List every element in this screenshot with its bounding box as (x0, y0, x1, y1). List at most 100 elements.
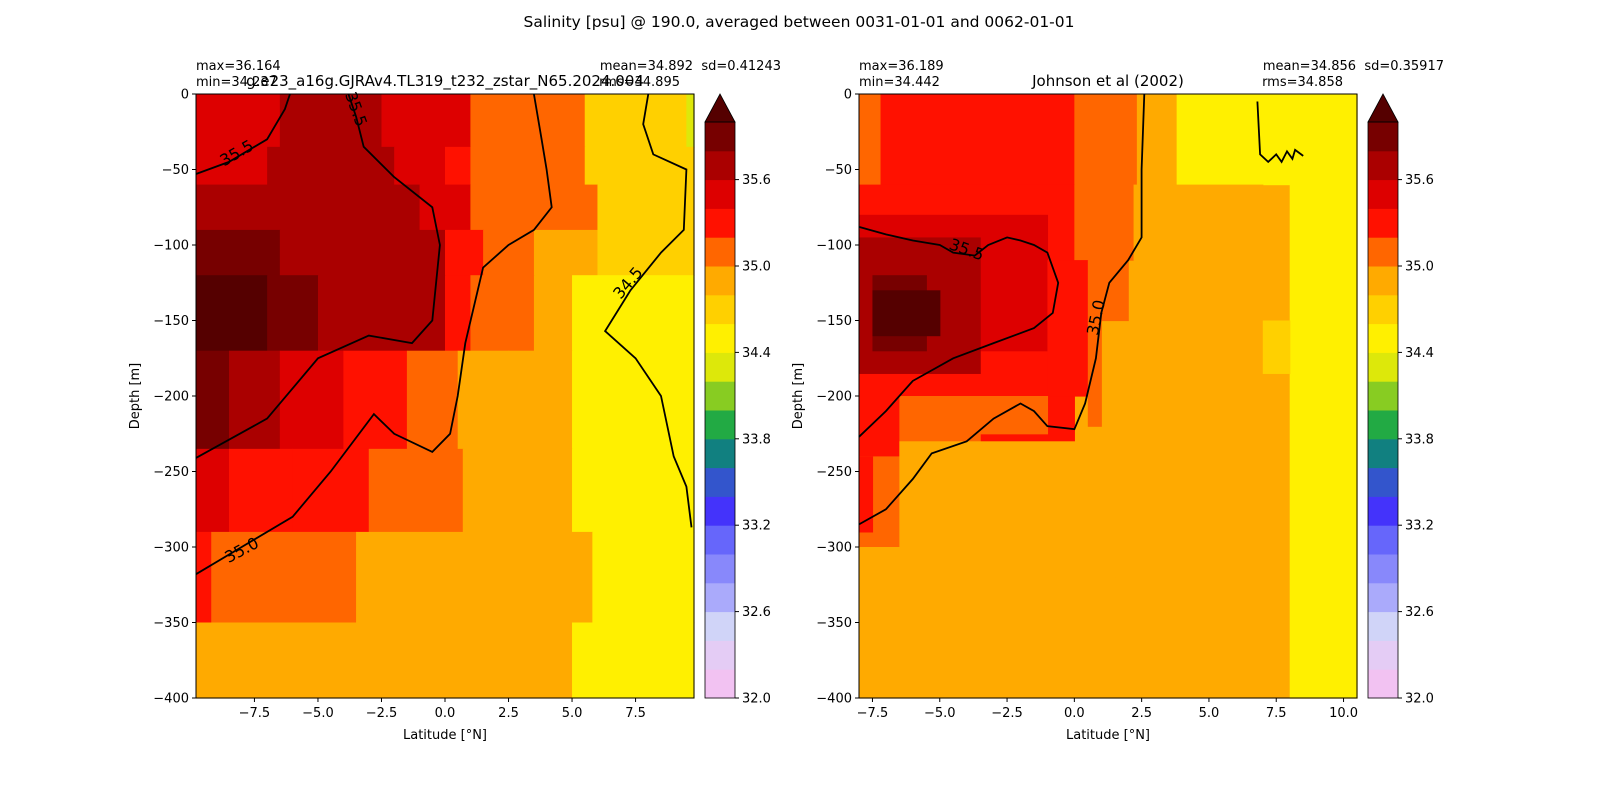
colorbar-segment (1368, 410, 1398, 440)
heatmap-cell (368, 184, 421, 231)
colorbar-segment (1368, 122, 1398, 152)
contour-line (1256, 101, 1304, 164)
colorbar-segment (705, 669, 735, 699)
x-tick-label: 7.5 (1266, 706, 1287, 721)
y-tick-label: −50 (162, 163, 189, 178)
colorbar-tick-label: 33.8 (1405, 432, 1434, 447)
colorbar-frame (1367, 121, 1399, 699)
colorbar-segment (705, 438, 735, 469)
colorbar-extend-arrow (704, 93, 736, 123)
colorbar-tick-label: 35.0 (742, 260, 771, 275)
heatmap-cell (597, 229, 695, 276)
x-tick-label: 2.5 (498, 706, 519, 721)
panel-title: g.e23_a16g.GJRAv4.TL319_t232_zstar_N65.2… (246, 72, 644, 91)
contour-line (603, 93, 693, 528)
heatmap-cell (196, 229, 281, 276)
y-axis-label: Depth [m] (791, 363, 806, 430)
heatmap-cell (572, 448, 695, 533)
heatmap-cell (196, 350, 230, 450)
y-tick-label: −300 (153, 541, 189, 556)
colorbar-segment (1368, 237, 1398, 267)
colorbar-segment (705, 323, 735, 353)
stats-min: min=34.442 (859, 75, 940, 90)
stats-mean-sd: mean=34.856 sd=0.35917 (1263, 59, 1444, 74)
colorbar: 32.0 32.6 33.2 33.8 34.4 35.0 35.6 (704, 93, 771, 707)
heatmap-cell (457, 350, 510, 450)
heatmap-cell (1047, 260, 1089, 397)
heatmap-cell (584, 146, 649, 186)
heatmap-cell (445, 275, 472, 352)
y-tick-label: −400 (153, 692, 189, 707)
x-tick-label: 5.0 (1199, 706, 1220, 721)
heatmap-cell (686, 94, 695, 148)
colorbar-segment (705, 122, 735, 152)
heatmap-cell (1087, 260, 1102, 427)
x-tick-label: 0.0 (435, 706, 456, 721)
colorbar-segment (1368, 525, 1398, 555)
heatmap-cell (196, 275, 268, 352)
x-tick-label: 2.5 (1131, 706, 1152, 721)
y-tick-label: −350 (816, 616, 852, 631)
colorbar-segment (1368, 669, 1398, 699)
colorbar-segment (1368, 179, 1398, 209)
heatmap-cell (196, 184, 281, 231)
heatmap-cell (470, 275, 535, 352)
colorbar-tick-label: 33.2 (742, 519, 771, 534)
heatmap-cell (592, 531, 695, 624)
heatmap-cell (470, 146, 535, 186)
y-tick-label: −250 (816, 465, 852, 480)
heatmap-cell (533, 229, 599, 276)
colorbar-segment (705, 266, 735, 296)
heatmap-cell (859, 94, 882, 186)
heatmap-cell (279, 94, 383, 148)
colorbar-segment (705, 582, 735, 613)
heatmap-cell (859, 547, 900, 593)
x-tick-label: 10.0 (1329, 706, 1358, 721)
colorbar: 32.0 32.6 33.2 33.8 34.4 35.0 35.6 (1367, 93, 1434, 707)
y-tick-label: −200 (816, 390, 852, 405)
colorbar-tick-label: 32.6 (742, 605, 771, 620)
heatmap-cell (1176, 94, 1291, 186)
heatmap-cell (229, 350, 281, 450)
colorbar-segment (705, 294, 735, 325)
heatmap-cell (1133, 184, 1264, 261)
colorbar-segment (1368, 496, 1398, 526)
heatmap-cell (419, 184, 472, 231)
y-tick-label: −50 (825, 163, 852, 178)
y-tick-label: −100 (816, 239, 852, 254)
heatmap-cell (1074, 184, 1135, 261)
colorbar-segment (1368, 352, 1398, 382)
contour-line (195, 93, 441, 459)
x-tick-label: −7.5 (857, 706, 889, 721)
colorbar-segment (705, 150, 735, 181)
heatmap-cell (279, 350, 344, 450)
colorbar-tick-label: 32.6 (1405, 605, 1434, 620)
x-tick-label: −5.0 (302, 706, 334, 721)
contour-line (195, 93, 291, 175)
panel-title: Johnson et al (2002) (1031, 72, 1184, 90)
contour-line (195, 93, 553, 575)
colorbar-segment (705, 467, 735, 497)
heatmap-cell (196, 448, 230, 533)
x-tick-label: −2.5 (366, 706, 398, 721)
colorbar-segment (705, 611, 735, 641)
y-tick-label: −100 (153, 239, 189, 254)
heatmap-cell (648, 146, 695, 186)
colorbar-segment (705, 179, 735, 209)
colorbar-segment (705, 352, 735, 382)
contour-line (858, 226, 1060, 438)
x-tick-label: −2.5 (991, 706, 1023, 721)
heatmap-cell (229, 448, 294, 533)
heatmap-cell (292, 448, 370, 533)
heatmap-cell (381, 94, 446, 148)
stats-min: min=34.237 (196, 75, 277, 90)
heatmap-cell (211, 531, 357, 624)
heatmap-cell (394, 146, 446, 186)
heatmap-cell (1074, 94, 1137, 186)
heatmap-cell (872, 290, 941, 337)
heatmap-cell (279, 229, 395, 276)
heatmap-cell (196, 146, 268, 186)
colorbar-segment (1368, 611, 1398, 641)
heatmap-cell (445, 146, 472, 186)
